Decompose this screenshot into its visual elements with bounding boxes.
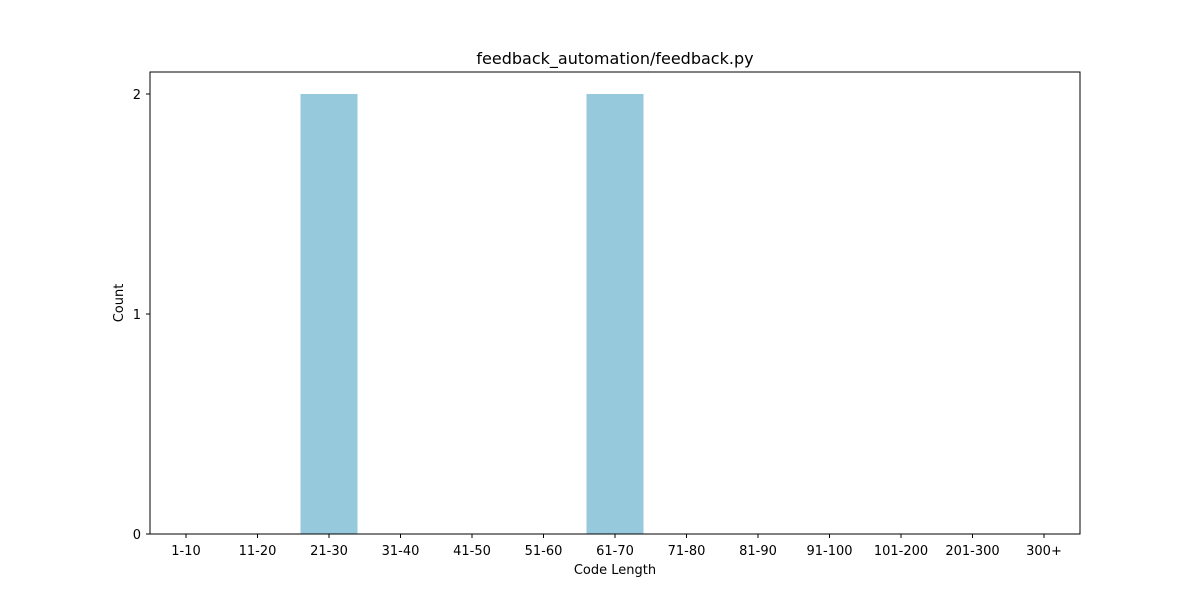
x-tick-label: 41-50 [453,544,491,559]
x-axis-ticks: 1-10 11-20 21-30 31-40 41-50 51-60 61-70 71-80 8… [171,534,1062,559]
y-tick-label: 0 [133,528,141,543]
bars-group [300,94,644,534]
y-axis-label: Count [112,284,127,323]
y-tick-label: 2 [133,88,141,103]
y-axis-ticks: 0 1 2 [133,88,150,543]
x-tick-label: 21-30 [310,544,348,559]
chart-title: feedback_automation/feedback.py [476,49,753,69]
x-tick-label: 31-40 [382,544,420,559]
bar-61-70 [586,94,644,534]
bar-21-30 [300,94,358,534]
x-tick-label: 81-90 [739,544,777,559]
x-tick-label: 51-60 [525,544,563,559]
x-tick-label: 11-20 [239,544,277,559]
x-axis-label: Code Length [574,563,656,578]
x-tick-label: 61-70 [596,544,634,559]
x-tick-label: 300+ [1026,544,1062,559]
x-tick-label: 101-200 [874,544,928,559]
x-tick-label: 91-100 [806,544,852,559]
x-tick-label: 71-80 [668,544,706,559]
y-tick-label: 1 [133,308,141,323]
x-tick-label: 201-300 [945,544,999,559]
x-tick-label: 1-10 [171,544,201,559]
